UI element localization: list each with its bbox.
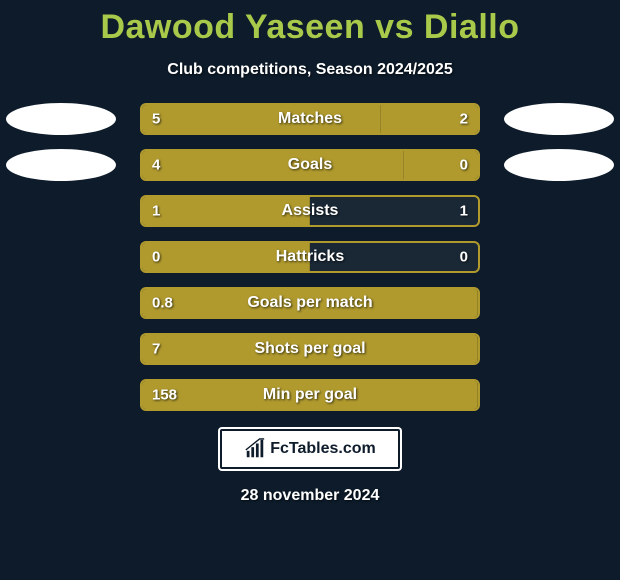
stat-row: Hattricks00 — [0, 241, 620, 273]
bar-fill-left — [142, 105, 381, 133]
stat-bar: Matches52 — [140, 103, 480, 135]
bar-fill-left — [142, 335, 478, 363]
brand-badge[interactable]: FcTables.com — [220, 429, 400, 469]
bar-fill-left — [142, 289, 478, 317]
bar-fill-right — [381, 105, 478, 133]
page-title: Dawood Yaseen vs Diallo — [0, 0, 620, 47]
stat-bar: Goals per match0.8 — [140, 287, 480, 319]
bar-fill-left — [142, 197, 310, 225]
stat-row: Matches52 — [0, 103, 620, 135]
stat-row: Goals per match0.8 — [0, 287, 620, 319]
stat-row: Assists11 — [0, 195, 620, 227]
stat-bar: Goals40 — [140, 149, 480, 181]
chart-icon — [244, 438, 266, 460]
date-label: 28 november 2024 — [0, 487, 620, 505]
stat-bar: Shots per goal7 — [140, 333, 480, 365]
bar-fill-right — [310, 197, 478, 225]
stat-bar: Min per goal158 — [140, 379, 480, 411]
stat-bar: Hattricks00 — [140, 241, 480, 273]
stat-bar: Assists11 — [140, 195, 480, 227]
bar-fill-left — [142, 151, 404, 179]
bar-fill-left — [142, 381, 478, 409]
brand-text: FcTables.com — [270, 440, 376, 458]
bar-fill-right — [310, 243, 478, 271]
comparison-chart: Matches52 Goals40 Assists11 Hattricks00 Goal… — [0, 103, 620, 411]
stat-row: Goals40 — [0, 149, 620, 181]
stat-row: Min per goal158 — [0, 379, 620, 411]
subtitle: Club competitions, Season 2024/2025 — [0, 61, 620, 79]
stat-row: Shots per goal7 — [0, 333, 620, 365]
bar-fill-right — [404, 151, 478, 179]
bar-fill-left — [142, 243, 310, 271]
